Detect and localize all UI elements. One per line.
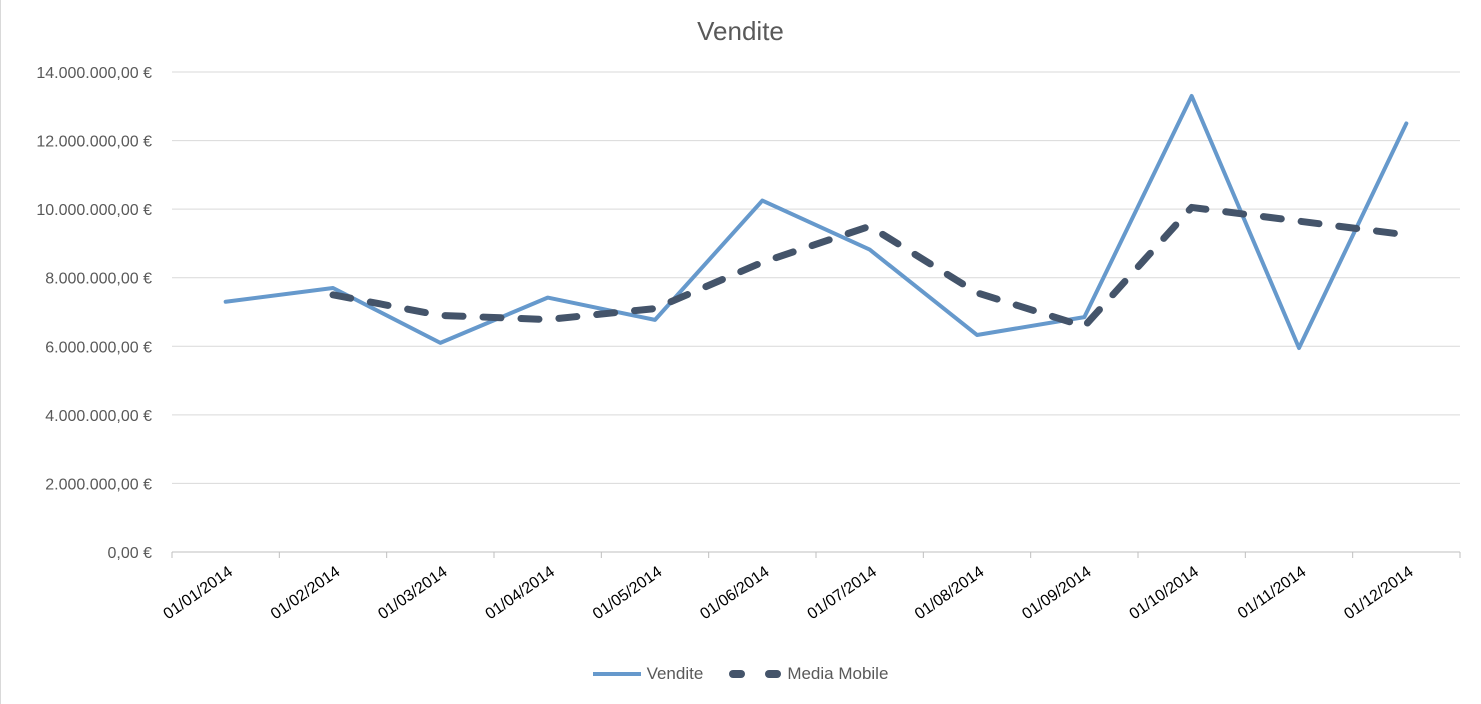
y-tick-label: 8.000.000,00 €	[45, 271, 152, 288]
x-tick-label: 01/09/2014	[1019, 563, 1094, 623]
x-tick-label: 01/01/2014	[161, 563, 236, 623]
x-tick-label: 01/11/2014	[1235, 563, 1309, 622]
y-tick-label: 0,00 €	[108, 545, 153, 562]
series-line-vendite	[223, 94, 1409, 350]
x-tick-label: 01/04/2014	[483, 563, 558, 623]
y-tick-label: 14.000.000,00 €	[36, 65, 152, 82]
legend: Vendite Media Mobile	[0, 664, 1481, 684]
x-tick-label: 01/10/2014	[1127, 563, 1202, 623]
x-tick-label: 01/07/2014	[805, 563, 880, 623]
legend-item-media-mobile: Media Mobile	[729, 664, 888, 684]
legend-item-vendite: Vendite	[592, 664, 704, 684]
chart-title: Vendite	[697, 16, 784, 46]
gridlines	[172, 71, 1460, 553]
x-tick-label: 01/03/2014	[375, 563, 450, 623]
y-tick-label: 4.000.000,00 €	[45, 408, 152, 425]
y-tick-label: 2.000.000,00 €	[45, 476, 152, 493]
y-axis-tick-labels: 0,00 € 2.000.000,00 € 4.000.000,00 € 6.000.…	[36, 65, 152, 562]
legend-label-vendite: Vendite	[646, 664, 704, 683]
y-tick-label: 10.000.000,00 €	[36, 202, 152, 219]
x-tick-label: 01/08/2014	[912, 563, 987, 623]
x-tick-label: 01/12/2014	[1341, 563, 1416, 623]
x-tick-label: 01/05/2014	[590, 563, 665, 623]
legend-label-media-mobile: Media Mobile	[787, 664, 889, 683]
x-tick-label: 01/06/2014	[697, 563, 772, 623]
y-tick-label: 6.000.000,00 €	[45, 339, 152, 356]
x-axis: 01/01/2014 01/02/2014 01/03/2014 01/04/2014…	[161, 552, 1461, 623]
series-lines	[223, 94, 1410, 350]
x-tick-label: 01/02/2014	[268, 563, 343, 623]
legend-swatch-media-mobile	[729, 670, 782, 678]
series-line-media-mobile	[329, 203, 1410, 330]
legend-swatch-vendite	[592, 672, 641, 676]
y-tick-label: 12.000.000,00 €	[36, 134, 152, 151]
